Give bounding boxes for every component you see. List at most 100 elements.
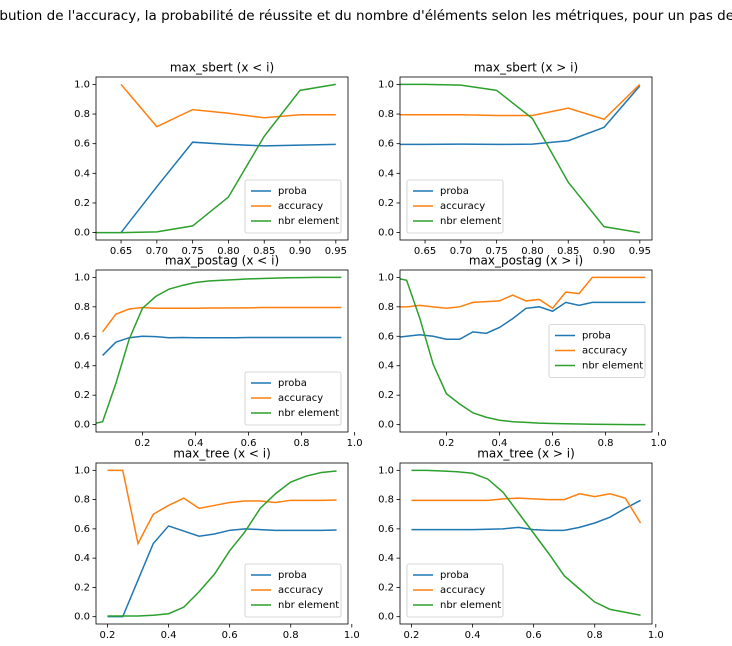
x-tick-label: 0.75 xyxy=(486,246,508,257)
y-tick-label: 0.0 xyxy=(378,228,394,239)
lines xyxy=(411,469,642,616)
panel: max_tree (x > i) 0.0 0.2 0.4 0.6 0.8 1.0 0.2 0.4… xyxy=(378,447,664,642)
y-tick-label: 0.8 xyxy=(74,495,90,506)
x-tick-label: 0.8 xyxy=(294,438,310,449)
lines xyxy=(107,469,337,618)
x-tick-label: 0.80 xyxy=(217,246,239,257)
y-tick-label: 0.6 xyxy=(378,524,394,535)
series-line xyxy=(120,83,336,128)
panel-title: max_postag (x < i) xyxy=(165,254,279,268)
legend-label: accuracy xyxy=(440,585,485,596)
y-tick-label: 1.0 xyxy=(74,465,90,476)
y-tick-label: 0.6 xyxy=(74,524,90,535)
x-tick-label: 0.2 xyxy=(100,630,116,641)
y-tick-label: 0.2 xyxy=(378,198,394,209)
y-tick-label: 0.8 xyxy=(378,495,394,506)
x-tick-label: 1.0 xyxy=(648,630,664,641)
legend-label: proba xyxy=(278,186,307,197)
panel: max_postag (x > i) 0.0 0.2 0.4 0.6 0.8 1.0 0.2 0… xyxy=(378,254,666,450)
legend-label: nbr element xyxy=(278,216,339,227)
x-tick-label: 0.2 xyxy=(404,630,420,641)
legend-box xyxy=(244,179,342,234)
panel-title: max_sbert (x > i) xyxy=(474,61,578,75)
series-line xyxy=(411,492,642,524)
legend-label: accuracy xyxy=(440,201,485,212)
legend-box xyxy=(548,324,646,378)
legend-box xyxy=(244,563,342,618)
series-line xyxy=(400,83,641,121)
y-tick-label: 0.0 xyxy=(74,228,90,239)
series-line xyxy=(120,141,336,234)
panel: max_tree (x < i) 0.0 0.2 0.4 0.6 0.8 1.0 0.2 0.4… xyxy=(74,447,360,642)
series-line xyxy=(96,83,336,234)
panel: max_sbert (x < i) 0.0 0.2 0.4 0.6 0.8 1.0 0.65 0… xyxy=(74,61,349,257)
series-line xyxy=(102,306,342,333)
x-tick-label: 0.70 xyxy=(146,246,168,257)
axes-frame xyxy=(399,462,653,625)
legend-label: nbr element xyxy=(278,600,339,611)
legend-label: proba xyxy=(440,570,469,581)
x-tick-label: 0.4 xyxy=(161,630,177,641)
y-tick-label: 0.2 xyxy=(74,198,90,209)
y-tick-label: 0.2 xyxy=(378,582,394,593)
series-line xyxy=(400,83,640,234)
x-tick-label: 0.6 xyxy=(545,438,561,449)
series-line xyxy=(411,499,641,532)
x-tick-label: 1.0 xyxy=(651,438,667,449)
x-tick-label: 0.2 xyxy=(438,438,454,449)
y-tick-label: 0.8 xyxy=(378,109,394,120)
lines xyxy=(96,276,342,424)
axes-frame xyxy=(95,76,349,241)
legend-box xyxy=(406,179,504,234)
x-tick-label: 1.0 xyxy=(347,438,363,449)
x-tick-label: 0.4 xyxy=(465,630,481,641)
series-line xyxy=(400,278,646,426)
y-tick-label: 1.0 xyxy=(74,79,90,90)
x-tick-label: 0.80 xyxy=(521,246,543,257)
y-tick-label: 0.2 xyxy=(378,390,394,401)
y-tick-label: 0.6 xyxy=(378,139,394,150)
legend-label: accuracy xyxy=(582,346,627,357)
y-tick-label: 0.8 xyxy=(74,109,90,120)
legend-label: accuracy xyxy=(278,201,323,212)
panel-title: max_postag (x > i) xyxy=(469,254,583,268)
panel-title: max_tree (x > i) xyxy=(477,447,575,461)
x-tick-label: 0.95 xyxy=(325,246,347,257)
legend-label: proba xyxy=(440,186,469,197)
series-line xyxy=(400,276,646,310)
x-tick-label: 0.8 xyxy=(598,438,614,449)
series-line xyxy=(102,335,342,356)
x-tick-label: 0.4 xyxy=(492,438,508,449)
x-tick-label: 0.90 xyxy=(593,246,615,257)
legend-label: proba xyxy=(278,570,307,581)
x-tick-label: 0.65 xyxy=(110,246,132,257)
x-tick-label: 0.70 xyxy=(450,246,472,257)
panel-title: max_tree (x < i) xyxy=(173,447,271,461)
x-tick-label: 0.6 xyxy=(241,438,257,449)
x-tick-label: 0.6 xyxy=(222,630,238,641)
y-tick-label: 0.4 xyxy=(378,361,394,372)
y-tick-label: 0.6 xyxy=(74,331,90,342)
axes-frame xyxy=(399,269,653,433)
panel-title: max_sbert (x < i) xyxy=(170,61,274,75)
series-line xyxy=(400,301,646,340)
y-tick-label: 0.6 xyxy=(74,139,90,150)
legend-label: accuracy xyxy=(278,585,323,596)
x-tick-label: 0.75 xyxy=(182,246,204,257)
y-tick-label: 1.0 xyxy=(378,465,394,476)
x-tick-label: 0.2 xyxy=(134,438,150,449)
lines xyxy=(96,83,336,234)
y-tick-label: 0.4 xyxy=(74,361,90,372)
legend-label: proba xyxy=(278,378,307,389)
y-tick-label: 0.8 xyxy=(74,302,90,313)
y-tick-label: 0.0 xyxy=(378,612,394,623)
axes-frame xyxy=(95,269,349,433)
y-tick-label: 0.8 xyxy=(378,302,394,313)
y-tick-label: 0.2 xyxy=(74,582,90,593)
y-tick-label: 1.0 xyxy=(74,272,90,283)
x-tick-label: 0.95 xyxy=(629,246,651,257)
x-tick-label: 0.4 xyxy=(188,438,204,449)
y-tick-label: 1.0 xyxy=(378,272,394,283)
legend-box xyxy=(406,563,504,618)
